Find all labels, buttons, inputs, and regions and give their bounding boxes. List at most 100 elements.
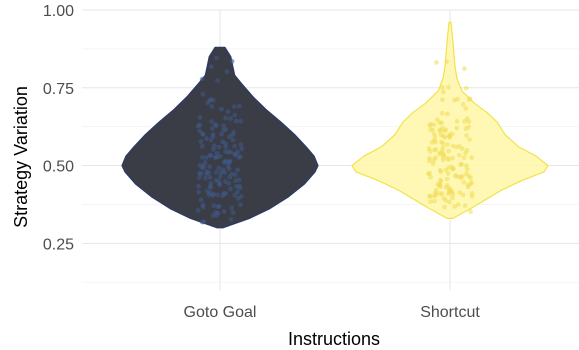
jitter-point xyxy=(444,142,450,148)
jitter-point xyxy=(465,184,471,190)
jitter-point xyxy=(208,181,214,186)
jitter-point xyxy=(450,155,455,161)
jitter-point xyxy=(229,58,235,64)
jitter-point xyxy=(441,133,446,139)
jitter-point xyxy=(209,104,215,109)
jitter-point xyxy=(463,106,469,112)
jitter-point xyxy=(219,131,225,137)
jitter-point xyxy=(198,197,204,203)
jitter-point xyxy=(232,143,238,149)
jitter-point xyxy=(232,172,238,178)
jitter-point xyxy=(217,174,223,180)
jitter-point xyxy=(197,162,203,168)
jitter-point xyxy=(438,177,444,183)
jitter-point xyxy=(226,181,232,186)
jitter-point xyxy=(221,209,227,214)
x-tick-labels: Goto Goal Shortcut xyxy=(184,304,481,321)
jitter-point xyxy=(469,193,475,199)
jitter-point xyxy=(432,147,437,153)
jitter-point xyxy=(469,155,474,161)
jitter-point xyxy=(223,141,228,147)
jitter-point xyxy=(457,190,463,196)
jitter-point xyxy=(431,157,437,163)
jitter-point xyxy=(208,184,214,190)
jitter-point xyxy=(235,189,240,195)
jitter-point xyxy=(463,163,469,169)
jitter-point xyxy=(224,69,230,74)
jitter-point xyxy=(204,189,210,194)
jitter-point xyxy=(432,190,438,196)
jitter-point xyxy=(235,149,241,155)
jitter-point xyxy=(454,125,460,131)
jitter-point xyxy=(220,167,226,173)
jitter-point xyxy=(469,180,474,185)
jitter-point xyxy=(428,127,433,132)
jitter-point xyxy=(450,166,456,172)
jitter-point xyxy=(446,157,452,162)
jitter-point xyxy=(197,115,203,120)
x-tick-label: Goto Goal xyxy=(184,304,257,321)
jitter-point xyxy=(197,128,203,134)
jitter-point xyxy=(198,139,204,144)
jitter-point xyxy=(462,203,468,209)
jitter-point xyxy=(200,131,206,137)
jitter-point xyxy=(199,76,205,82)
jitter-point xyxy=(198,171,204,176)
jitter-point xyxy=(230,210,236,216)
jitter-point xyxy=(467,97,472,103)
jitter-point xyxy=(202,160,208,165)
jitter-point xyxy=(200,165,206,171)
jitter-point xyxy=(449,131,455,137)
jitter-point xyxy=(235,167,241,173)
jitter-point xyxy=(466,124,471,130)
jitter-point xyxy=(221,123,226,129)
jitter-point xyxy=(195,208,201,213)
jitter-point xyxy=(208,137,214,143)
y-tick-label: 1.00 xyxy=(43,3,74,20)
jitter-point xyxy=(217,182,223,187)
jitter-point xyxy=(233,178,238,184)
jitter-point xyxy=(226,166,232,172)
jitter-point xyxy=(203,155,209,160)
jitter-point xyxy=(452,204,458,209)
jitter-point xyxy=(230,137,236,143)
jitter-point xyxy=(227,159,232,165)
jitter-point xyxy=(223,191,229,196)
jitter-point xyxy=(216,144,222,150)
jitter-point xyxy=(437,191,443,196)
jitter-point xyxy=(235,196,241,201)
jitter-point xyxy=(228,186,233,192)
jitter-point xyxy=(428,199,433,205)
jitter-point xyxy=(219,106,225,112)
jitter-point xyxy=(457,143,462,149)
jitter-point xyxy=(238,142,244,148)
jitter-point xyxy=(200,202,206,208)
jitter-point xyxy=(204,136,210,142)
jitter-point xyxy=(216,165,222,171)
jitter-point xyxy=(449,189,455,195)
jitter-point xyxy=(455,202,461,207)
y-tick-label: 0.50 xyxy=(43,159,74,176)
jitter-point xyxy=(462,66,467,72)
jitter-point xyxy=(211,146,216,152)
jitter-point xyxy=(196,175,202,181)
jitter-point xyxy=(210,193,216,198)
jitter-point xyxy=(440,85,445,90)
jitter-point xyxy=(428,174,433,180)
jitter-point xyxy=(464,133,469,138)
jitter-point xyxy=(427,122,433,128)
jitter-point xyxy=(427,194,433,200)
jitter-point xyxy=(442,204,447,210)
x-axis-title: Instructions xyxy=(288,329,380,349)
jitter-point xyxy=(453,173,459,178)
jitter-point xyxy=(199,219,205,225)
jitter-point xyxy=(442,128,448,134)
jitter-point xyxy=(232,112,238,118)
jitter-point xyxy=(446,189,452,195)
jitter-point xyxy=(238,202,243,208)
jitter-point xyxy=(196,189,202,195)
jitter-point xyxy=(215,204,221,209)
jitter-point xyxy=(213,122,218,127)
jitter-point xyxy=(437,128,443,134)
